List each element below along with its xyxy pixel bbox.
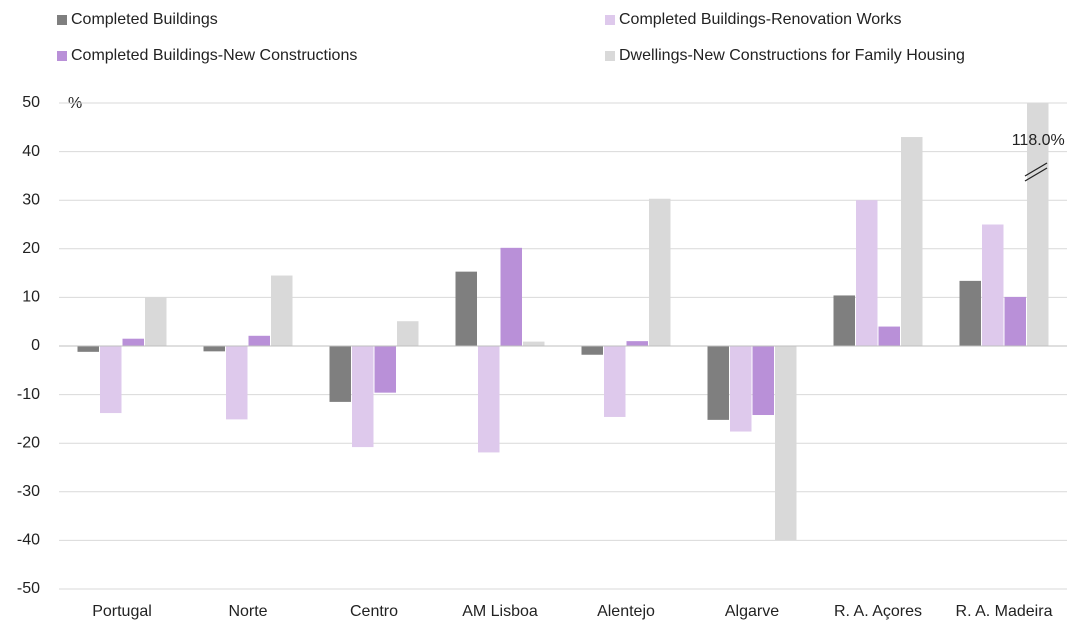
y-tick-label: -20	[17, 434, 40, 451]
bar	[203, 346, 225, 352]
y-tick-label: 50	[22, 94, 40, 111]
y-tick-label: 10	[22, 289, 40, 306]
plot-area	[77, 103, 1049, 541]
bar	[397, 321, 419, 346]
x-tick-label: R. A. Açores	[834, 603, 922, 620]
y-tick-label: 30	[22, 191, 40, 208]
legend-label: Completed Buildings	[71, 11, 218, 28]
legend-label: Completed Buildings-Renovation Works	[619, 11, 902, 28]
legend-swatch	[57, 51, 67, 61]
bar	[248, 335, 270, 346]
legend-label: Completed Buildings-New Constructions	[71, 47, 357, 64]
bar	[878, 326, 900, 346]
bar	[604, 346, 626, 417]
bar	[730, 346, 752, 432]
bar	[100, 346, 122, 414]
bar	[775, 346, 797, 541]
y-tick-label: 20	[22, 240, 40, 257]
data-label: 118.0%	[1012, 132, 1065, 149]
legend-swatch	[605, 51, 615, 61]
axis-break	[1024, 167, 1048, 182]
bar	[752, 346, 774, 416]
y-tick-label: -30	[17, 483, 40, 500]
bar	[581, 346, 603, 355]
bar	[982, 224, 1004, 346]
x-tick-label: AM Lisboa	[462, 603, 538, 620]
x-tick-label: Portugal	[92, 603, 152, 620]
bar	[145, 297, 167, 346]
bar	[374, 346, 396, 393]
legend-label: Dwellings-New Constructions for Family H…	[619, 47, 965, 64]
axis-break	[1024, 162, 1048, 177]
legend-swatch	[605, 15, 615, 25]
y-tick-label: -50	[17, 580, 40, 597]
y-tick-label: -10	[17, 386, 40, 403]
x-tick-label: Norte	[228, 603, 267, 620]
x-tick-label: R. A. Madeira	[956, 603, 1053, 620]
bar	[833, 295, 855, 346]
bar	[707, 346, 729, 420]
y-tick-label: 0	[31, 337, 40, 354]
bar	[649, 198, 671, 346]
bar	[478, 346, 500, 453]
x-tick-label: Centro	[350, 603, 398, 620]
bar	[1004, 296, 1026, 346]
x-tick-label: Alentejo	[597, 603, 655, 620]
bar	[500, 247, 522, 346]
bar	[626, 341, 648, 346]
bar	[329, 346, 351, 402]
bar	[1027, 103, 1049, 346]
y-tick-label: -40	[17, 532, 40, 549]
x-tick-label: Algarve	[725, 603, 779, 620]
bar	[455, 271, 477, 346]
bar	[122, 338, 144, 346]
legend-swatch	[57, 15, 67, 25]
bar	[901, 137, 923, 346]
bar	[959, 280, 981, 346]
bar	[226, 346, 248, 420]
bar	[77, 346, 99, 352]
bar	[523, 341, 545, 346]
bar	[271, 275, 293, 346]
y-unit: %	[68, 95, 82, 112]
y-tick-label: 40	[22, 143, 40, 160]
bar	[856, 200, 878, 346]
bar	[352, 346, 374, 448]
